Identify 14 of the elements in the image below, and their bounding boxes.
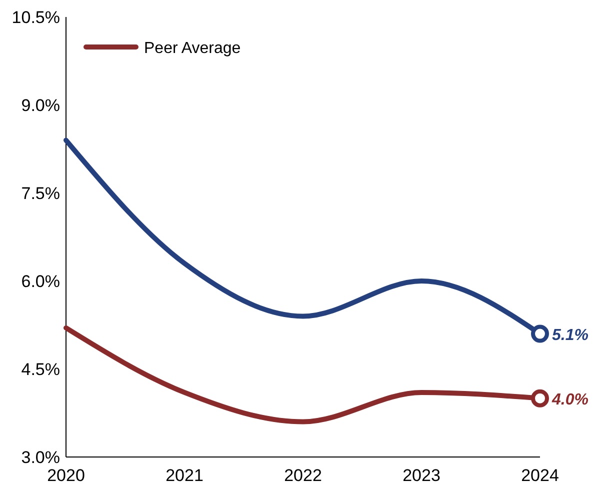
y-tick-label: 6.0%: [21, 272, 60, 291]
data-label: 4.0%: [551, 391, 588, 408]
x-tick-label: 2021: [166, 466, 204, 485]
legend-label: Peer Average: [144, 40, 241, 57]
y-tick-label: 4.5%: [21, 360, 60, 379]
y-tick-label: 3.0%: [21, 448, 60, 467]
x-tick-label: 2024: [521, 466, 559, 485]
x-tick-label: 2023: [402, 466, 440, 485]
y-tick-label: 7.5%: [21, 184, 60, 203]
y-tick-label: 9.0%: [21, 96, 60, 115]
x-tick-label: 2020: [47, 466, 85, 485]
y-tick-label: 10.5%: [12, 8, 60, 27]
x-tick-label: 2022: [284, 466, 322, 485]
data-label: 5.1%: [552, 326, 588, 344]
